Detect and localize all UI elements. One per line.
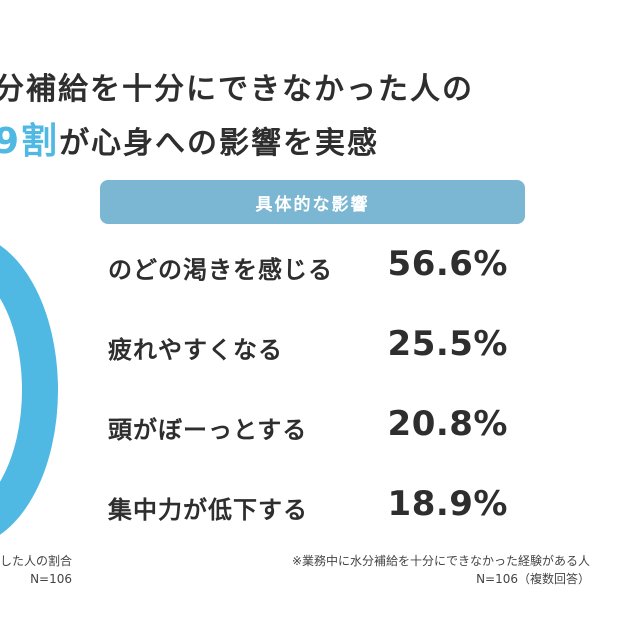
impact-label: 疲れやすくなる [108,336,283,364]
left-footnote-line-2: N=106 [30,572,72,586]
right-footnote: ※業務中に水分補給を十分にできなかった経験がある人 N=106（複数回答） [292,552,590,588]
impact-label: のどの渇きを感じる [108,256,333,284]
right-footnote-line-2: N=106（複数回答） [476,572,590,586]
headline-accent: 9割 [0,121,60,162]
headline-rest: が心身への影響を実感 [59,126,380,161]
impact-value: 18.9% [387,484,508,524]
right-footnote-line-1: ※業務中に水分補給を十分にできなかった経験がある人 [291,554,590,568]
headline-line-1: 分補給を十分にできなかった人の [0,72,474,107]
impact-label: 頭がぼーっとする [108,416,308,444]
impact-row: 疲れやすくなる 25.5% [108,320,528,376]
impact-row: 頭がぼーっとする 20.8% [108,400,528,456]
impact-value: 20.8% [387,404,508,444]
donut-chart-partial [0,245,58,535]
panel-header: 具体的な影響 [100,180,525,224]
left-footnote: した人の割合 N=106 [0,552,72,588]
impact-value: 56.6% [387,244,508,284]
headline-line-2: 9割が心身への影響を実感 [0,112,379,164]
donut-ring-arc [0,245,58,535]
impact-value: 25.5% [387,324,508,364]
left-footnote-line-1: した人の割合 [0,554,73,568]
impact-row: 集中力が低下する 18.9% [108,480,528,536]
impact-row: のどの渇きを感じる 56.6% [108,240,528,296]
impact-label: 集中力が低下する [108,496,308,524]
